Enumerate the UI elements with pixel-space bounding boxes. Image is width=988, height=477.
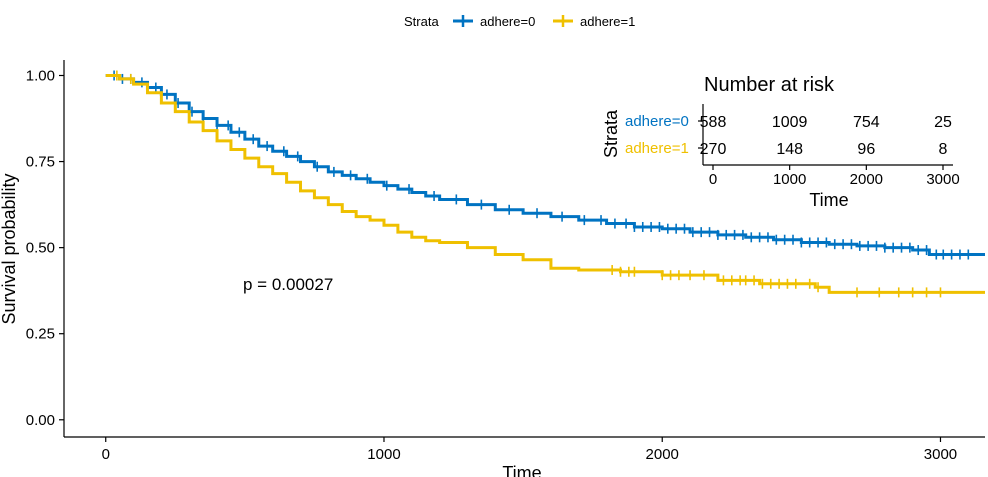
risk-row-label: adhere=1 — [625, 140, 689, 157]
series-adhere0 — [105, 70, 985, 260]
y-tick-label: 0.75 — [26, 154, 55, 171]
risk-row-adhere1: adhere=1 270 148 96 8 — [625, 140, 948, 158]
risk-count: 25 — [934, 114, 952, 131]
legend-title: Strata — [404, 14, 439, 29]
y-axis-ticks: 0.00 0.25 0.50 0.75 1.00 — [26, 67, 64, 429]
risk-table-title: Number at risk — [704, 74, 835, 96]
risk-table-xlabel: Time — [809, 190, 848, 210]
risk-count: 1009 — [772, 114, 808, 131]
risk-row-label: adhere=0 — [625, 113, 689, 130]
x-tick-label: 1000 — [367, 446, 400, 463]
legend-entry-adhere1: adhere=1 — [553, 14, 635, 29]
risk-count: 754 — [853, 114, 880, 131]
legend: Strata adhere=0 adhere=1 — [404, 14, 635, 29]
y-tick-label: 0.50 — [26, 240, 55, 257]
risk-count: 588 — [700, 114, 727, 131]
p-value-annotation: p = 0.00027 — [243, 275, 333, 294]
y-tick-label: 0.25 — [26, 326, 55, 343]
risk-x-tick-label: 1000 — [773, 171, 806, 188]
x-axis-ticks: 0 1000 2000 3000 — [102, 437, 957, 463]
risk-count: 270 — [700, 141, 727, 158]
y-tick-label: 0.00 — [26, 412, 55, 429]
x-tick-label: 0 — [102, 446, 110, 463]
risk-x-tick-label: 0 — [709, 171, 717, 188]
risk-count: 96 — [857, 141, 875, 158]
series-adhere1 — [105, 70, 985, 298]
risk-table-rows: adhere=0 588 1009 754 25 adhere=1 270 148 96 8 — [625, 113, 952, 158]
risk-table-ylabel: Strata — [601, 109, 621, 158]
x-axis-title: Time — [502, 463, 541, 477]
legend-entry-adhere0: adhere=0 — [453, 14, 535, 29]
survival-line-adhere0 — [105, 73, 985, 257]
x-tick-label: 3000 — [924, 446, 957, 463]
risk-count: 8 — [939, 141, 948, 158]
risk-table: Number at risk Strata adhere=0 588 1009 754… — [601, 74, 960, 210]
y-axis-title: Survival probability — [0, 173, 19, 324]
risk-x-tick-label: 3000 — [926, 171, 959, 188]
risk-table-x-ticks: 0 1000 2000 3000 — [709, 165, 960, 188]
y-tick-label: 1.00 — [26, 67, 55, 84]
legend-label-adhere0: adhere=0 — [480, 14, 535, 29]
legend-label-adhere1: adhere=1 — [580, 14, 635, 29]
risk-x-tick-label: 2000 — [850, 171, 883, 188]
risk-row-adhere0: adhere=0 588 1009 754 25 — [625, 113, 952, 131]
survival-curves — [105, 70, 985, 298]
risk-count: 148 — [776, 141, 803, 158]
x-tick-label: 2000 — [646, 446, 679, 463]
